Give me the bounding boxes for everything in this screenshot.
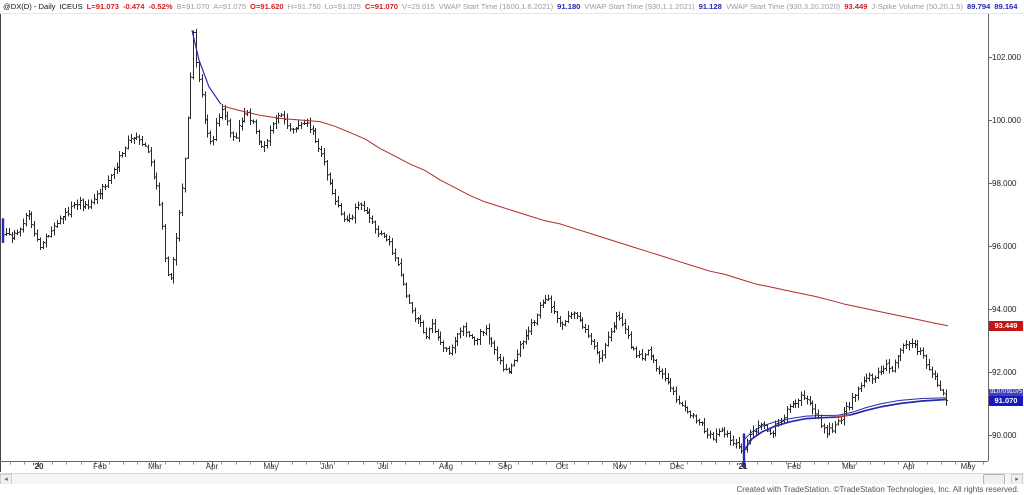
status-field: VWAP Start Time (1600,1.6.2021) <box>438 2 554 11</box>
status-field: Lo=91.025 <box>324 2 361 11</box>
time-axis-label: Apr <box>205 462 219 471</box>
scroll-right-icon: ▸ <box>1015 476 1019 483</box>
bid-ask-tag: 91.070 91.075 <box>989 389 1023 397</box>
vwap-anchor-marker <box>742 433 746 468</box>
time-axis-label: Nov <box>612 462 628 471</box>
time-axis-label: '21 <box>736 462 748 471</box>
time-axis-label: Aug <box>438 462 454 471</box>
time-axis-label: Mar <box>148 462 162 471</box>
price-axis-label: 92.000 <box>992 367 1017 377</box>
status-field: -0.52% <box>148 2 173 11</box>
status-field: ICEUS <box>59 2 83 11</box>
indicator-line <box>191 30 222 105</box>
status-field: C=91.070 <box>364 2 399 11</box>
time-axis-label: Oct <box>555 462 569 471</box>
vwap-red-price-tag: 93.449 <box>989 321 1023 332</box>
price-axis-label: 96.000 <box>992 241 1017 251</box>
time-axis-label: May <box>263 462 279 471</box>
status-field: V=29.015 <box>402 2 435 11</box>
time-axis-label: Dec <box>669 462 685 471</box>
price-axis-label: 94.000 <box>992 304 1017 314</box>
status-field: VWAP Start Time (930,3.20.2020) <box>725 2 841 11</box>
chart-status-bar: @DX(D) - Daily ICEUS L=91.073 -0.474 -0.52% B… <box>0 0 1024 14</box>
time-axis-label: Apr <box>902 462 916 471</box>
indicator-line <box>221 105 949 327</box>
status-field: @DX(D) - Daily <box>3 2 56 11</box>
time-axis-label: Jun <box>320 462 334 471</box>
last-price-tag: 91.070 <box>989 396 1023 407</box>
status-field: L=91.073 <box>86 2 119 11</box>
price-axis-label: 90.000 <box>992 430 1017 440</box>
status-field: 89.164 <box>994 2 1018 11</box>
status-field: J-Spike Volume (50,20,1.5) <box>871 2 964 11</box>
status-field: 91.180 <box>557 2 581 11</box>
price-axis-label: 100.000 <box>992 115 1021 125</box>
scroll-left-icon: ◂ <box>4 476 8 483</box>
status-field: A=91.075 <box>213 2 247 11</box>
indicator-line <box>835 413 851 419</box>
status-field: VWAP Start Time (930,1.1.2021) <box>584 2 695 11</box>
time-axis-label: Feb <box>787 462 801 471</box>
time-axis-label: '20 <box>32 462 44 471</box>
price-axis-label: 98.000 <box>992 178 1017 188</box>
status-field: 89.794 <box>967 2 991 11</box>
time-axis-label: May <box>960 462 976 471</box>
status-field: B=91.070 <box>176 2 210 11</box>
price-bars <box>2 28 948 456</box>
time-axis-label: Feb <box>93 462 107 471</box>
time-axis-label: Mar <box>842 462 856 471</box>
indicator-line <box>743 397 947 441</box>
status-field: O=91.620 <box>250 2 284 11</box>
price-axis-label: 102.000 <box>992 52 1021 62</box>
status-field: 91.128 <box>698 2 722 11</box>
status-field: 93.449 <box>844 2 868 11</box>
time-axis-label: Sep <box>497 462 513 471</box>
time-axis-label: Jul <box>377 462 389 471</box>
status-field: H=91.750 <box>287 2 321 11</box>
footer-credit: Created with TradeStation. ©TradeStation… <box>0 484 1024 495</box>
indicator-line <box>743 398 947 452</box>
vwap-anchor-marker <box>1 218 5 243</box>
status-field: -0.474 <box>122 2 145 11</box>
